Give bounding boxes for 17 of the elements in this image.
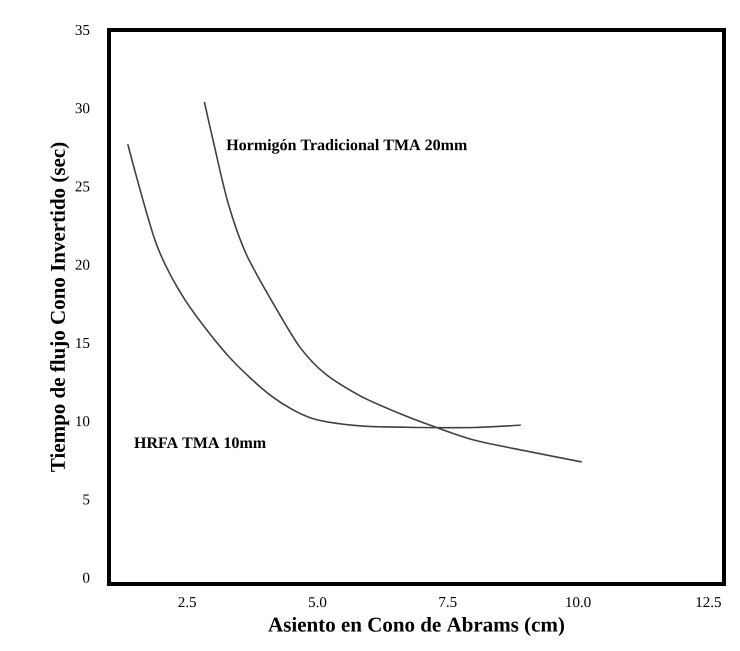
- y-tick-label: 25: [76, 181, 90, 192]
- y-tick-label: 0: [83, 572, 90, 583]
- y-tick-label: 15: [76, 338, 90, 348]
- x-tick-label: 12.5: [696, 597, 721, 608]
- x-axis-title: Asiento en Cono de Abrams (cm): [268, 616, 564, 636]
- y-tick-label: 10: [76, 416, 90, 426]
- x-tick-label: 10.0: [566, 597, 591, 608]
- x-tick-label: 7.5: [439, 597, 457, 608]
- y-tick-label: 5: [83, 494, 90, 504]
- y-tick-label: 35: [76, 24, 90, 36]
- x-tick-label: 5.0: [308, 597, 326, 608]
- y-tick-label: 30: [76, 103, 90, 114]
- y-tick-label: 20: [76, 260, 90, 270]
- series-label: Hormigón Tradicional TMA 20mm: [226, 139, 467, 154]
- text: HRFA TMA 10mm: [134, 437, 266, 448]
- y-axis-title: Tiempo de flujo Cono Invertido (sec): [50, 142, 70, 472]
- x-tick-label: 2.5: [178, 597, 196, 608]
